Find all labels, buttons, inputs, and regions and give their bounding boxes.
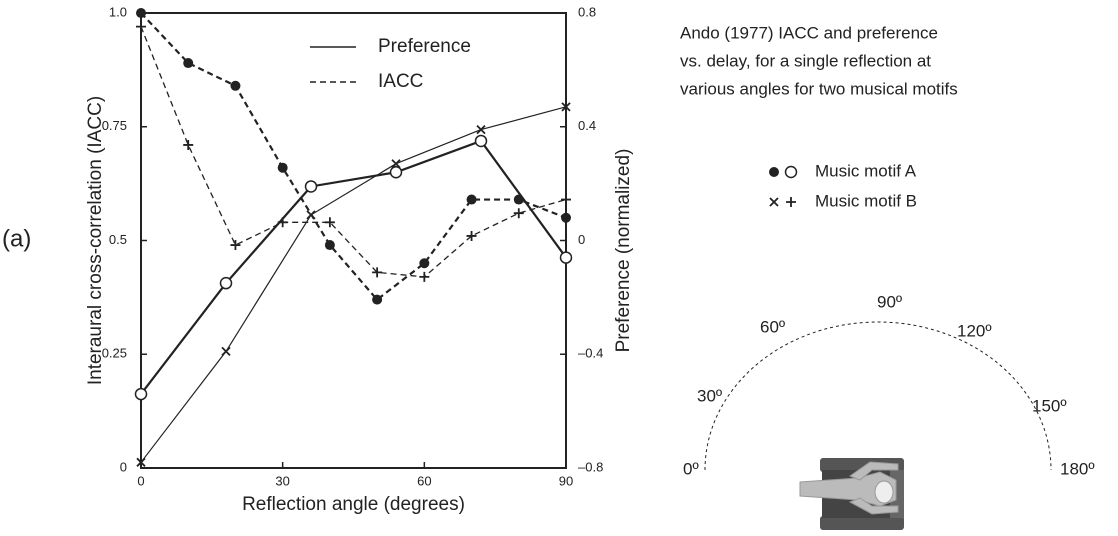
y-tick-label: 1.0 [109,4,127,19]
marker-plus [183,139,194,150]
marker-plus [419,271,430,282]
series-line [140,26,567,278]
marker-plus [466,230,477,241]
marker-dot [277,162,288,173]
description: various angles for two musical motifs [680,79,958,98]
marker-dot [136,8,146,18]
marker-circle [219,276,233,290]
y-axis-title: Interaural cross-correlation (IACC) [85,96,106,385]
legend-label: Preference [378,36,471,57]
marker-circle [389,166,403,179]
y2-tick-label: –0.4 [578,346,603,361]
listener-icon [799,458,904,530]
marker-dot [769,167,779,177]
angle-label: 30º [697,386,722,405]
legend-label: Music motif B [815,191,917,210]
marker-plus [230,240,241,251]
marker-cross [136,457,146,467]
marker-plus [513,208,524,219]
marker-cross [476,124,486,135]
marker-dot [372,294,383,305]
marker-dot [561,212,571,223]
y2-tick-label: 0.4 [578,118,596,133]
legend-label: IACC [378,71,423,92]
marker-plus [324,217,335,228]
marker-dot [466,194,477,205]
angle-label: 90º [877,292,902,311]
angle-label: 180º [1060,459,1095,478]
y2-tick-label: –0.8 [578,459,603,474]
description: Ando (1977) IACC and preference [680,23,938,42]
x-tick-label: 0 [137,473,144,488]
marker-dot [183,58,194,69]
x-tick-label: 90 [559,473,573,488]
angle-label: 120º [957,321,992,340]
marker-circle [784,165,798,179]
y-tick-label: 0.25 [102,346,127,361]
marker-circle [304,180,318,193]
marker-circle [559,251,573,264]
x-tick-label: 30 [275,473,289,488]
marker-dot [230,80,241,91]
marker-circle [134,387,148,401]
marker-circle [474,134,488,148]
y2-tick-label: 0.8 [578,4,596,19]
y-tick-label: 0.75 [102,118,127,133]
description: vs. delay, for a single reflection at [680,51,931,70]
angle-label: 60º [760,317,785,336]
marker-plus [786,197,796,207]
y-tick-label: 0.5 [109,232,127,247]
x-tick-label: 60 [417,473,431,488]
angle-label: 0º [683,459,699,478]
marker-cross [221,346,231,357]
panel-label: (a) [2,225,31,252]
marker-dot [324,240,335,251]
marker-cross [391,159,401,169]
angle-label: 150º [1032,396,1067,415]
y-tick-label: 0 [120,459,127,474]
x-axis-title: Reflection angle (degrees) [242,494,465,515]
angle-arc [704,321,1052,471]
marker-plus [136,21,146,32]
y2-axis-title: Preference (normalized) [613,149,634,353]
series-line [140,139,567,395]
series-line [140,12,567,302]
marker-dot [419,258,430,269]
series-line [140,106,567,463]
marker-cross [306,210,316,220]
legend-label: Music motif A [815,161,917,180]
marker-plus [561,194,571,205]
y2-tick-label: 0 [578,232,585,247]
marker-cross [769,197,779,207]
marker-plus [372,267,383,278]
marker-cross [561,102,571,112]
